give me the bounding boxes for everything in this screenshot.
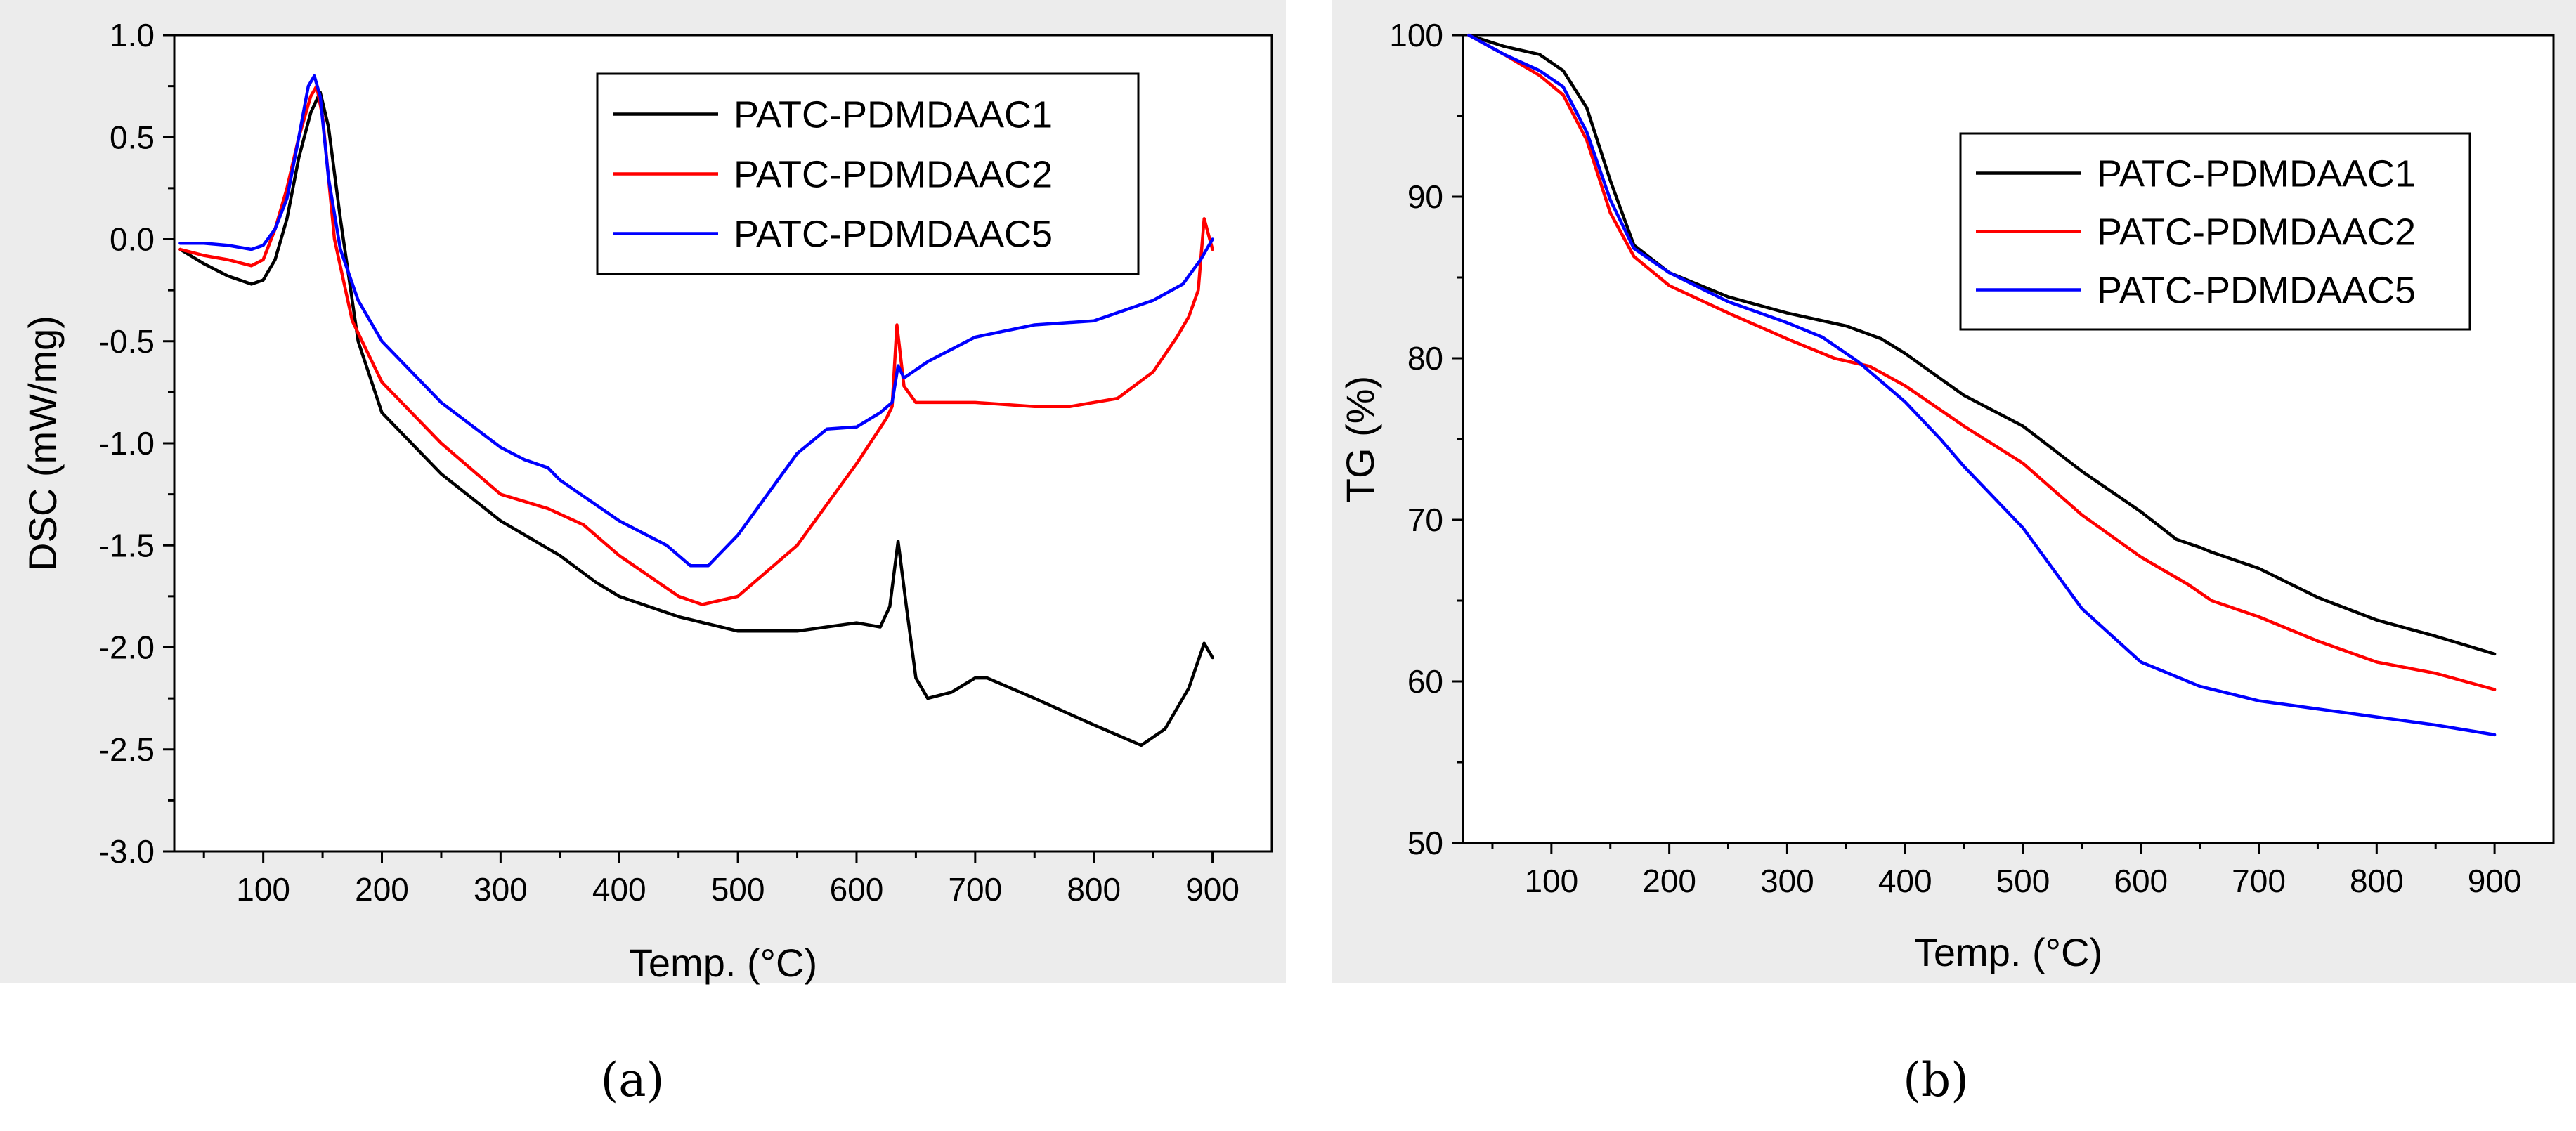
series-line-patc-pdmdaac1 [1467,33,2497,656]
tg-x-axis-label: Temp. (°C) [1914,930,2102,974]
x-tick-label: 700 [948,871,1002,908]
y-tick-label: 100 [1389,17,1443,53]
x-tick-label: 800 [1067,871,1121,908]
legend-label: PATC-PDMDAAC2 [734,154,1053,196]
y-tick-label: 70 [1407,502,1443,538]
y-tick-label: -1.0 [99,425,155,462]
legend-label: PATC-PDMDAAC2 [2097,211,2416,254]
y-tick-label: -2.5 [99,731,155,768]
x-tick-label: 300 [474,871,528,908]
series-line-patc-pdmdaac1 [178,91,1214,747]
x-tick-label: 700 [2232,863,2286,899]
x-tick-label: 200 [355,871,409,908]
x-tick-label: 800 [2350,863,2404,899]
y-tick-label: 1.0 [110,17,155,53]
tg-legend: PATC-PDMDAAC1 PATC-PDMDAAC2 PATC-PDMDAAC5 [1959,132,2471,331]
dsc-y-axis-label: DSC (mW/mg) [20,315,65,571]
x-tick-label: 500 [1996,863,2050,899]
x-tick-label: 400 [592,871,646,908]
caption-a: (a) [601,1053,665,1107]
y-tick-label: -0.5 [99,323,155,360]
x-tick-label: 400 [1878,863,1932,899]
y-tick-label: 50 [1407,825,1443,861]
x-tick-label: 100 [236,871,290,908]
x-tick-label: 600 [2114,863,2168,899]
y-tick-label: 0.0 [110,221,155,258]
legend-label: PATC-PDMDAAC1 [734,94,1053,136]
y-tick-label: 0.5 [110,119,155,155]
legend-label: PATC-PDMDAAC1 [2097,153,2416,195]
y-tick-label: -1.5 [99,527,155,563]
caption-b: (b) [1903,1053,1969,1107]
y-tick-label: -3.0 [99,833,155,870]
y-tick-label: 90 [1407,178,1443,215]
y-tick-label: 60 [1407,663,1443,700]
x-tick-label: 900 [1185,871,1240,908]
tg-y-axis-label: TG (%) [1338,376,1382,502]
legend-label: PATC-PDMDAAC5 [2097,270,2416,312]
dsc-legend: PATC-PDMDAAC1 PATC-PDMDAAC2 PATC-PDMDAAC5 [596,72,1140,275]
x-tick-label: 100 [1524,863,1578,899]
legend-label: PATC-PDMDAAC5 [734,214,1053,256]
x-tick-label: 900 [2468,863,2522,899]
series-line-patc-pdmdaac5 [178,74,1214,568]
x-tick-label: 300 [1760,863,1814,899]
dsc-panel: 100 200 300 400 500 600 700 800 900 -3.0 -2.5 -2.0 -… [0,0,1286,985]
y-tick-label: -2.0 [99,629,155,666]
x-tick-label: 500 [711,871,765,908]
x-tick-label: 200 [1642,863,1696,899]
tg-panel: 100 200 300 400 500 600 700 800 900 50 60 70 80 90 100… [1332,0,2576,983]
series-line-patc-pdmdaac2 [1467,33,2497,691]
x-tick-label: 600 [830,871,884,908]
y-tick-label: 80 [1407,340,1443,377]
dsc-x-axis-label: Temp. (°C) [629,941,817,985]
series-line-patc-pdmdaac5 [1467,33,2497,737]
